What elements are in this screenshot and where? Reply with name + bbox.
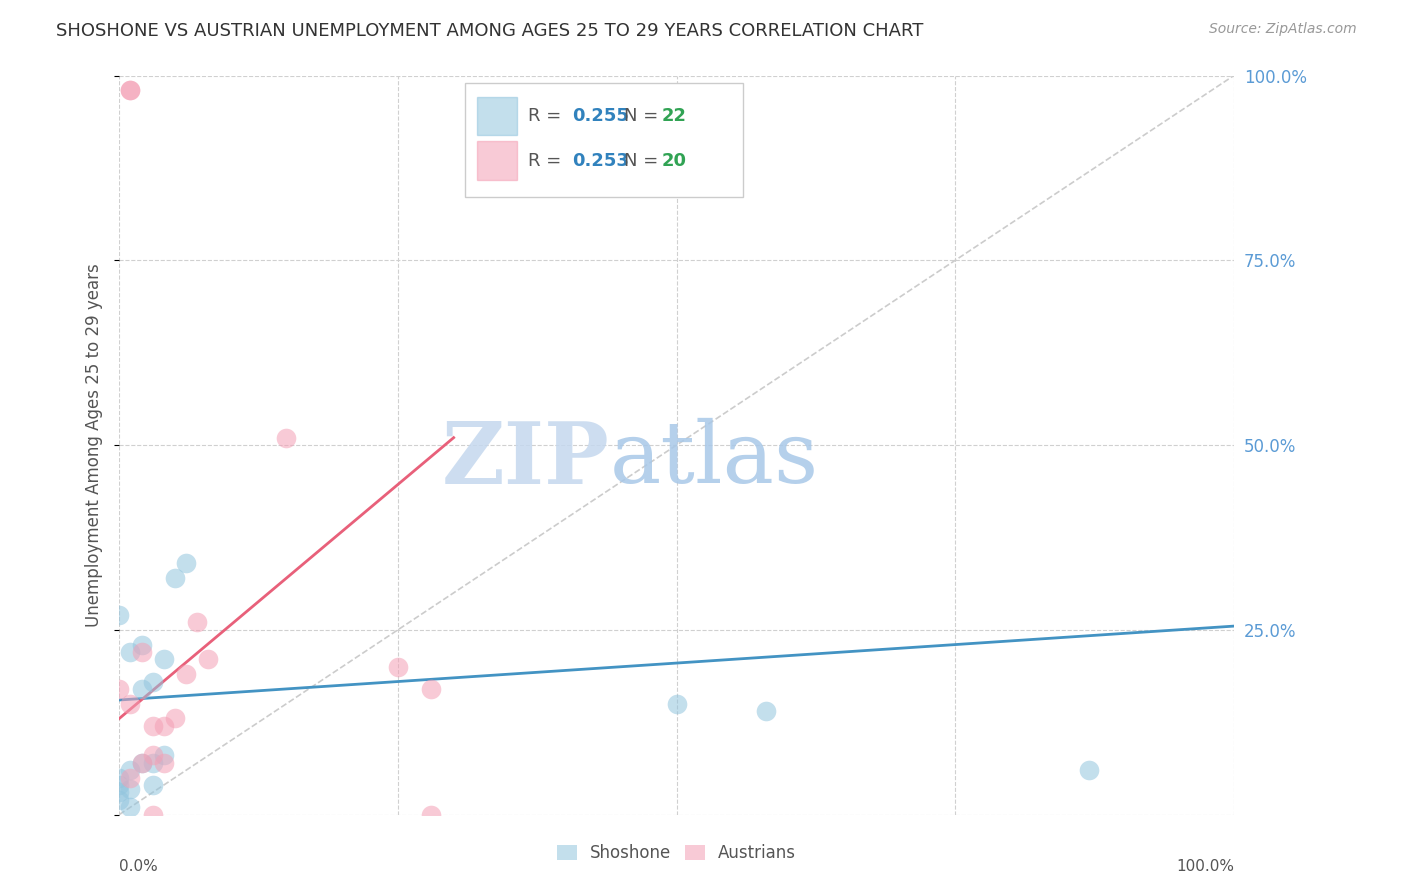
Point — [142, 674, 165, 689]
Point — [131, 638, 153, 652]
Point — [108, 778, 131, 792]
Point — [142, 807, 165, 822]
Point — [420, 807, 443, 822]
Point — [108, 771, 131, 785]
Point — [153, 652, 176, 666]
Point — [163, 711, 186, 725]
FancyBboxPatch shape — [477, 97, 517, 136]
Point — [153, 748, 176, 763]
Text: 0.255: 0.255 — [572, 107, 628, 125]
Legend: Shoshone, Austrians: Shoshone, Austrians — [550, 838, 803, 869]
Text: SHOSHONE VS AUSTRIAN UNEMPLOYMENT AMONG AGES 25 TO 29 YEARS CORRELATION CHART: SHOSHONE VS AUSTRIAN UNEMPLOYMENT AMONG … — [56, 22, 924, 40]
FancyBboxPatch shape — [477, 141, 517, 179]
Point — [276, 431, 298, 445]
Point — [142, 748, 165, 763]
Text: Source: ZipAtlas.com: Source: ZipAtlas.com — [1209, 22, 1357, 37]
Point — [131, 756, 153, 770]
Text: R =: R = — [529, 152, 568, 169]
Point — [120, 697, 142, 711]
Point — [142, 778, 165, 792]
Point — [120, 645, 142, 659]
FancyBboxPatch shape — [465, 83, 744, 197]
Point — [153, 756, 176, 770]
Point — [120, 771, 142, 785]
Point — [108, 785, 131, 799]
Text: ZIP: ZIP — [441, 417, 610, 502]
Point — [108, 681, 131, 696]
Point — [131, 756, 153, 770]
Point — [755, 704, 778, 718]
Text: 22: 22 — [662, 107, 688, 125]
Point — [131, 645, 153, 659]
Point — [197, 652, 219, 666]
Point — [131, 681, 153, 696]
Point — [665, 697, 688, 711]
Y-axis label: Unemployment Among Ages 25 to 29 years: Unemployment Among Ages 25 to 29 years — [86, 263, 103, 627]
Text: 20: 20 — [662, 152, 688, 169]
Point — [120, 83, 142, 97]
Text: atlas: atlas — [610, 418, 818, 501]
Text: N =: N = — [624, 152, 664, 169]
Point — [153, 719, 176, 733]
Point — [186, 615, 208, 630]
Point — [174, 556, 197, 570]
Point — [1078, 763, 1101, 777]
Text: 0.0%: 0.0% — [120, 859, 157, 874]
Text: N =: N = — [624, 107, 664, 125]
Point — [108, 607, 131, 622]
Point — [142, 756, 165, 770]
Point — [420, 681, 443, 696]
Point — [108, 793, 131, 807]
Point — [120, 83, 142, 97]
Point — [163, 571, 186, 585]
Text: 0.253: 0.253 — [572, 152, 628, 169]
Point — [120, 781, 142, 796]
Point — [120, 800, 142, 814]
Point — [142, 719, 165, 733]
Point — [120, 763, 142, 777]
Text: 100.0%: 100.0% — [1175, 859, 1234, 874]
Point — [387, 659, 409, 673]
Point — [174, 667, 197, 681]
Text: R =: R = — [529, 107, 568, 125]
